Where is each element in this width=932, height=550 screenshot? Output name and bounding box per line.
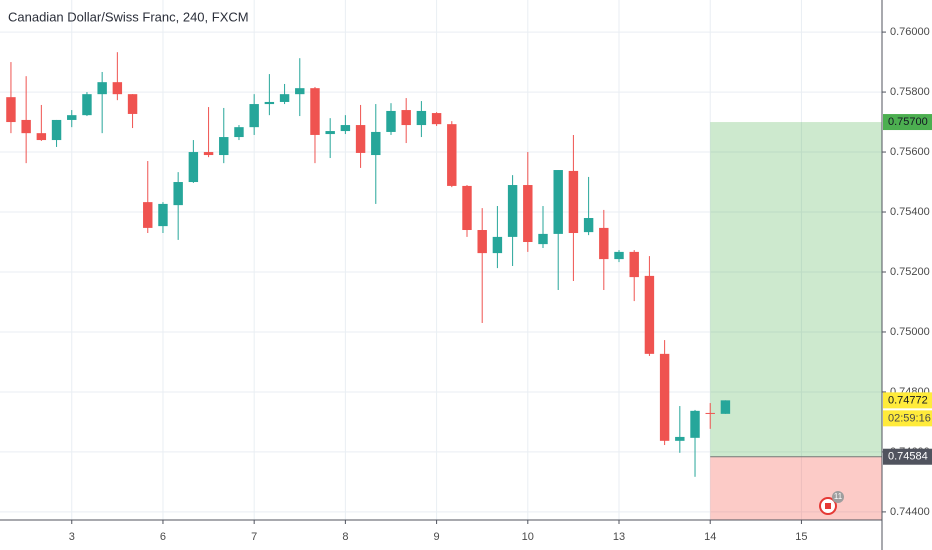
x-tick-label: 8 (342, 531, 348, 543)
candle-body (431, 113, 442, 125)
position-zones (710, 122, 882, 520)
candle-body (51, 119, 62, 141)
candle-body (203, 152, 214, 156)
candle-body (127, 94, 138, 114)
candle-body (629, 251, 639, 278)
y-tick-label: 0.75800 (890, 86, 930, 98)
candle-body (188, 152, 199, 183)
candle-body (67, 115, 77, 120)
x-tick-label: 9 (434, 531, 440, 543)
y-tick-label: 0.75000 (890, 326, 930, 338)
candle-body (249, 104, 259, 128)
candle-body (416, 110, 427, 126)
y-tick-label: 0.75600 (890, 146, 930, 158)
x-tick-label: 6 (160, 531, 166, 543)
plot: 11 (6, 52, 844, 515)
y-tick-label: 0.74400 (890, 506, 930, 518)
y-tick-label: 0.76000 (890, 26, 930, 38)
x-tick-label: 14 (704, 531, 716, 543)
candle-body (507, 185, 518, 237)
candle-body (583, 218, 594, 233)
candle-body (82, 94, 92, 116)
target-label: 0.75700 (888, 116, 928, 128)
candle-body (401, 110, 411, 126)
y-tick-label: 0.75400 (890, 206, 930, 218)
candle-body (492, 236, 503, 254)
candle-body (279, 94, 290, 102)
candle-body (234, 127, 244, 138)
event-count: 11 (834, 492, 843, 501)
event-badge (832, 491, 844, 503)
candle-body (173, 182, 183, 206)
x-tick-label: 13 (613, 531, 625, 543)
candle-body (36, 133, 47, 141)
candle-body (158, 203, 168, 227)
candle-body (462, 185, 472, 231)
candle-body (644, 275, 655, 354)
candle-body (97, 82, 107, 95)
candle-body (523, 185, 533, 243)
chart-title: Canadian Dollar/Swiss Franc, 240, FXCM (8, 9, 249, 24)
candle-body (568, 170, 579, 234)
candle-body (295, 88, 305, 95)
candle-body (447, 124, 457, 186)
candle-body (371, 131, 381, 156)
candle-body (355, 125, 366, 153)
candle-body (325, 131, 335, 135)
candle-body (340, 125, 351, 132)
entry-label: 0.74584 (888, 451, 928, 463)
countdown-bg (883, 410, 932, 427)
candle-body (720, 400, 731, 414)
axes: 0.744000.746000.748000.750000.752000.754… (69, 26, 932, 543)
entry-label-bg (883, 448, 932, 465)
candle-body (21, 119, 31, 134)
target-label-bg (883, 114, 932, 131)
loss-zone (710, 456, 882, 520)
candle-body (599, 227, 609, 260)
x-tick-label: 10 (522, 531, 534, 543)
candle-body (6, 97, 16, 123)
candle-body (264, 101, 275, 105)
countdown: 02:59:16 (888, 412, 931, 424)
last-price-label: 0.74772 (888, 394, 928, 406)
x-tick-label: 3 (69, 531, 75, 543)
candle-body (538, 233, 548, 245)
profit-zone (710, 122, 882, 457)
last-price-label-bg (883, 392, 932, 409)
candle-body (386, 110, 396, 132)
candle-body (477, 230, 487, 254)
candle-body (659, 353, 670, 441)
candle-body (614, 251, 624, 260)
candle-body (553, 170, 563, 234)
candle-body (310, 88, 320, 135)
candle-body (705, 412, 715, 414)
candle-body (690, 410, 700, 438)
x-tick-label: 7 (251, 531, 257, 543)
candle-body (112, 82, 123, 95)
candle-body (143, 202, 153, 228)
x-tick-label: 15 (795, 531, 807, 543)
grid (0, 0, 882, 520)
event-flag (825, 503, 831, 509)
candle-body (219, 137, 229, 156)
candle-body (675, 436, 685, 441)
y-tick-label: 0.75200 (890, 266, 930, 278)
